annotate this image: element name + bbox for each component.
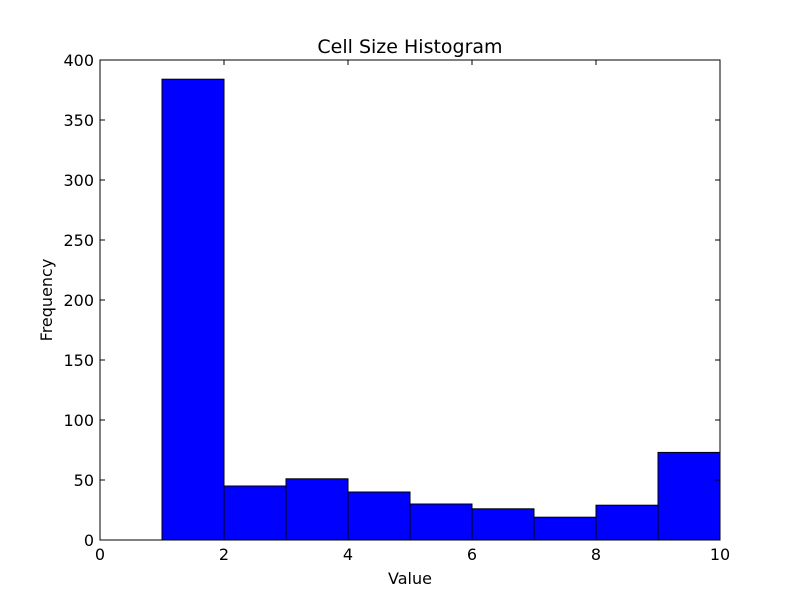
chart-title: Cell Size Histogram — [317, 36, 502, 58]
y-tick-label-0: 0 — [84, 531, 94, 550]
histogram-bar-6 — [471, 508, 535, 541]
histogram-bar-3 — [285, 478, 349, 541]
y-tick-label-6: 300 — [63, 171, 94, 190]
plot-frame — [99, 59, 721, 541]
y-tick-label-3: 150 — [63, 351, 94, 370]
x-tick-label-5: 10 — [710, 545, 730, 564]
histogram-bar-1 — [161, 78, 225, 541]
histogram-bar-8 — [595, 504, 659, 541]
x-axis-label: Value — [388, 569, 432, 588]
y-tick-label-2: 100 — [63, 411, 94, 430]
y-tick-label-5: 250 — [63, 231, 94, 250]
histogram-bar-5 — [409, 503, 473, 541]
histogram-bar-4 — [347, 491, 411, 541]
histogram-bar-9 — [657, 451, 721, 541]
x-tick-label-1: 2 — [219, 545, 229, 564]
bars-layer — [161, 78, 721, 541]
x-tick-label-2: 4 — [343, 545, 353, 564]
x-tick-label-3: 6 — [467, 545, 477, 564]
histogram-bar-7 — [533, 516, 597, 541]
y-tick-label-7: 350 — [63, 111, 94, 130]
histogram-bar-2 — [223, 485, 287, 541]
x-tick-label-4: 8 — [591, 545, 601, 564]
y-axis-label: Frequency — [37, 259, 56, 342]
y-tick-label-4: 200 — [63, 291, 94, 310]
y-tick-label-8: 400 — [63, 51, 94, 70]
y-tick-label-1: 50 — [74, 471, 94, 490]
x-tick-label-0: 0 — [95, 545, 105, 564]
